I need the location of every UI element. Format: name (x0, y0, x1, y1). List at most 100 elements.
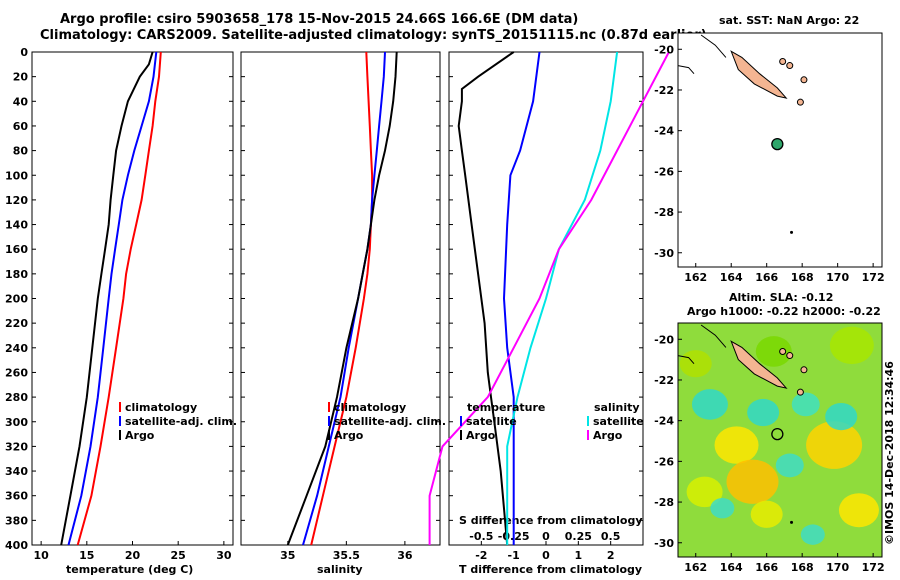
sst-map-reef-line (700, 34, 727, 58)
temperature-tick-label: 30 (216, 549, 232, 562)
depth-tick-label: 40 (13, 95, 29, 108)
sla-map-island (779, 347, 787, 355)
sla-anomaly-patch (750, 500, 783, 528)
depth-tick-label: 400 (5, 539, 28, 552)
sst-map-island (779, 57, 787, 65)
depth-tick-label: 140 (5, 219, 28, 232)
depth-tick-label: 120 (5, 194, 28, 207)
sst-map-lon-tick-label: 166 (755, 271, 778, 284)
sla-anomaly-patch (806, 421, 863, 469)
sla-map-reef-line (677, 355, 695, 365)
legend-label: Argo (334, 429, 364, 442)
sla-anomaly-patch (775, 453, 804, 478)
sla-map-lat-tick-label: -30 (654, 537, 674, 550)
sst-map-lat-tick-label: -26 (654, 165, 674, 178)
sla-anomaly-patch (829, 326, 874, 365)
sla-map-reef-line (700, 324, 727, 348)
difference-t-argo-line (457, 51, 515, 546)
sla-anomaly-patch (691, 389, 728, 420)
salinity-tick-label: 36 (397, 549, 413, 562)
sla-map-island (790, 520, 794, 524)
depth-tick-label: 180 (5, 268, 28, 281)
difference-legend-heading-salinity: salinity (594, 401, 640, 414)
temperature-satellite-line (67, 51, 158, 546)
depth-tick-label: 220 (5, 317, 28, 330)
sst-map-lon-tick-label: 172 (862, 271, 885, 284)
sla-map-lon-tick-label: 170 (826, 561, 849, 574)
difference-s-tick-label: 0.5 (601, 530, 621, 543)
difference-xlabel: T difference from climatology (459, 563, 643, 576)
depth-tick-label: 60 (13, 120, 29, 133)
sla-map-lat-tick-label: -26 (654, 455, 674, 468)
sla-map-new-caledonia-land (730, 340, 788, 389)
salinity-xlabel: salinity (317, 563, 363, 576)
depth-tick-label: 20 (13, 71, 29, 84)
title-line2: Climatology: CARS2009. Satellite-adjuste… (40, 28, 707, 43)
title-line1: Argo profile: csiro 5903658_178 15-Nov-2… (60, 12, 579, 27)
sla-anomaly-patch (679, 350, 712, 378)
salinity-climatology-line (310, 51, 374, 546)
sst-map-lon-tick-label: 168 (791, 271, 814, 284)
difference-s-tick-label: -0.5 (469, 530, 493, 543)
sla-map-title1: Altim. SLA: -0.12 (729, 291, 834, 304)
difference-legend-heading-temperature: temperature (467, 401, 545, 414)
sla-anomaly-patch (791, 392, 820, 417)
sst-map-argo-marker (771, 137, 784, 151)
imos-credit: ©IMOS 14-Dec-2018 12:34:46 (883, 361, 896, 545)
difference-t-satellite-line (502, 51, 541, 545)
legend-label: Argo (125, 429, 155, 442)
sla-map-lon-tick-label: 166 (755, 561, 778, 574)
sst-map-lat-tick-label: -22 (654, 84, 674, 97)
legend-label: climatology (125, 401, 197, 414)
sst-map-lon-tick-label: 164 (720, 271, 743, 284)
depth-tick-label: 280 (5, 391, 28, 404)
legend-label: satellite-adj. clim. (334, 415, 446, 428)
legend-label: Argo (466, 429, 496, 442)
sla-anomaly-patch (825, 403, 858, 431)
depth-tick-label: 380 (5, 514, 28, 527)
sla-anomaly-patch (686, 476, 723, 508)
legend-label: satellite-adj. clim. (125, 415, 237, 428)
difference-t-tick-label: 1 (575, 549, 583, 562)
depth-tick-label: 320 (5, 440, 28, 453)
sla-map-argo-marker (771, 427, 784, 441)
temperature-tick-label: 20 (125, 549, 141, 562)
legend-label: climatology (334, 401, 406, 414)
sst-map-lat-tick-label: -30 (654, 247, 674, 260)
depth-tick-label: 300 (5, 416, 28, 429)
difference-s-tick-label: 0.25 (565, 530, 592, 543)
depth-tick-label: 100 (5, 169, 28, 182)
difference-t-tick-label: 0 (542, 549, 550, 562)
sst-map-lat-tick-label: -24 (654, 125, 674, 138)
difference-top-xlabel: S difference from climatology (459, 514, 643, 527)
sla-map-title2: Argo h1000: -0.22 h2000: -0.22 (687, 305, 881, 318)
sst-map-island (800, 76, 808, 84)
sst-map-background (678, 33, 882, 267)
sst-map-lat-tick-label: -20 (654, 43, 674, 56)
sla-anomaly-patch (800, 524, 825, 545)
salinity-argo-line (286, 51, 398, 546)
sla-map-lat-tick-label: -20 (654, 333, 674, 346)
depth-tick-label: 260 (5, 366, 28, 379)
temperature-tick-label: 25 (171, 549, 186, 562)
sst-map-island (786, 62, 794, 70)
sst-map-lon-tick-label: 170 (826, 271, 849, 284)
sst-map-lat-tick-label: -28 (654, 206, 674, 219)
salinity-axes (240, 51, 441, 546)
depth-tick-label: 360 (5, 490, 28, 503)
depth-tick-label: 160 (5, 243, 28, 256)
difference-s-argo-line (428, 51, 670, 545)
temperature-axes (31, 51, 234, 546)
sla-map-frame (677, 322, 883, 558)
sla-map-island (796, 388, 804, 396)
temperature-tick-label: 10 (33, 549, 49, 562)
difference-t-tick-label: -1 (508, 549, 520, 562)
depth-tick-label: 80 (13, 145, 29, 158)
sla-anomaly-patch (755, 336, 792, 367)
sla-anomaly-patch (747, 398, 780, 427)
sst-map-frame (677, 32, 883, 268)
salinity-tick-label: 35.5 (333, 549, 360, 562)
difference-s-satellite-line (506, 51, 619, 545)
temperature-tick-label: 15 (79, 549, 94, 562)
